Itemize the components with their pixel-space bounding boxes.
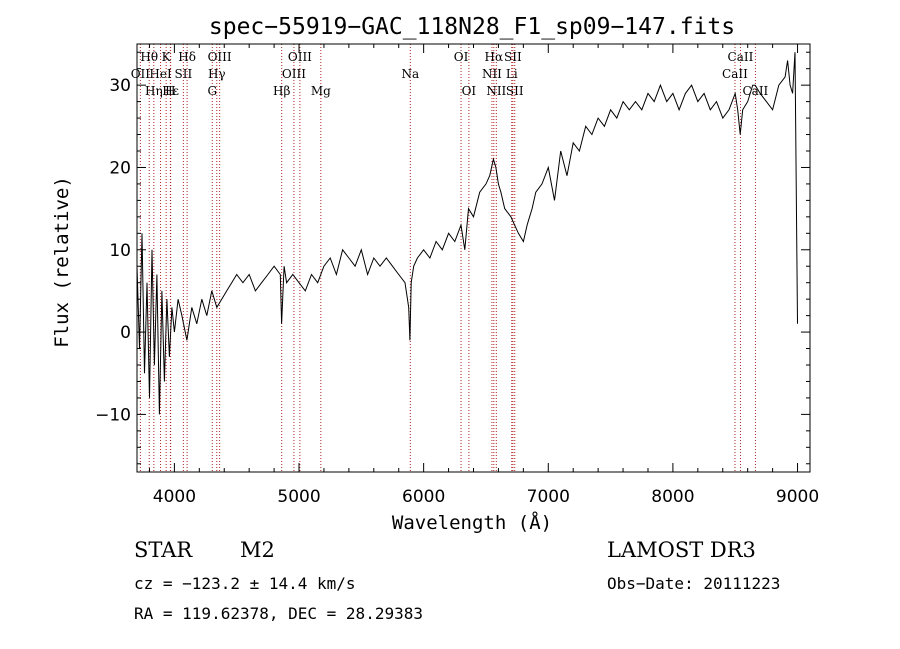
line-label-0: Hθ xyxy=(140,50,158,64)
line-label-6: Hα xyxy=(485,50,504,64)
x-tick-label-7000: 7000 xyxy=(527,487,570,507)
line-label-18: Hε xyxy=(162,84,179,98)
object-class: STAR xyxy=(134,538,193,562)
line-label-13: OIII xyxy=(282,67,306,81)
observation-date: Obs−Date: 20111223 xyxy=(607,574,781,593)
survey-name: LAMOST DR3 xyxy=(607,538,756,562)
line-label-23: Mg xyxy=(311,84,331,98)
spectrum-series-line xyxy=(136,52,798,415)
line-label-7: SII xyxy=(504,50,522,64)
line-label-19: Hη xyxy=(145,84,163,98)
line-label-10: HeI xyxy=(149,67,172,81)
line-label-14: Na xyxy=(401,67,419,81)
y-tick-label-0: 0 xyxy=(120,323,131,343)
x-tick-label-8000: 8000 xyxy=(651,487,694,507)
line-label-9: OII xyxy=(131,67,151,81)
line-label-16: Li xyxy=(506,67,518,81)
y-tick-label-30: 30 xyxy=(109,76,131,96)
redshift-velocity: cz = −123.2 ± 14.4 km/s xyxy=(134,574,356,593)
line-label-26: SII xyxy=(506,84,524,98)
line-label-27: CaII xyxy=(742,84,768,98)
line-label-22: Hβ xyxy=(273,84,290,98)
line-label-5: OI xyxy=(454,50,469,64)
line-label-24: OI xyxy=(462,84,477,98)
y-tick-label-20: 20 xyxy=(109,158,131,178)
x-tick-label-6000: 6000 xyxy=(402,487,445,507)
x-tick-label-4000: 4000 xyxy=(153,487,196,507)
line-label-1: K xyxy=(162,50,172,64)
line-label-8: CaII xyxy=(728,50,754,64)
y-tick-label--10: −10 xyxy=(95,405,131,425)
line-label-20: H xyxy=(165,84,175,98)
line-label-3: OIII xyxy=(208,50,232,64)
line-label-2: Hδ xyxy=(178,50,196,64)
line-label-15: NII xyxy=(482,67,502,81)
line-label-12: Hγ xyxy=(208,67,226,81)
line-label-11: SII xyxy=(175,67,193,81)
plot-frame xyxy=(136,43,811,473)
line-label-25: NII xyxy=(486,84,506,98)
line-label-17: CaII xyxy=(722,67,748,81)
y-tick-label-10: 10 xyxy=(109,241,131,261)
chart-title: spec−55919−GAC_118N28_F1_sp09−147.fits xyxy=(209,14,735,40)
x-tick-label-5000: 5000 xyxy=(277,487,320,507)
line-label-4: OIII xyxy=(288,50,312,64)
line-label-21: G xyxy=(207,84,217,98)
x-axis-label: Wavelength (Å) xyxy=(392,511,552,534)
x-tick-label-9000: 9000 xyxy=(776,487,819,507)
sky-coordinates: RA = 119.62378, DEC = 28.29383 xyxy=(134,604,423,623)
object-subclass: M2 xyxy=(240,538,275,562)
y-axis-label: Flux (relative) xyxy=(51,176,73,348)
